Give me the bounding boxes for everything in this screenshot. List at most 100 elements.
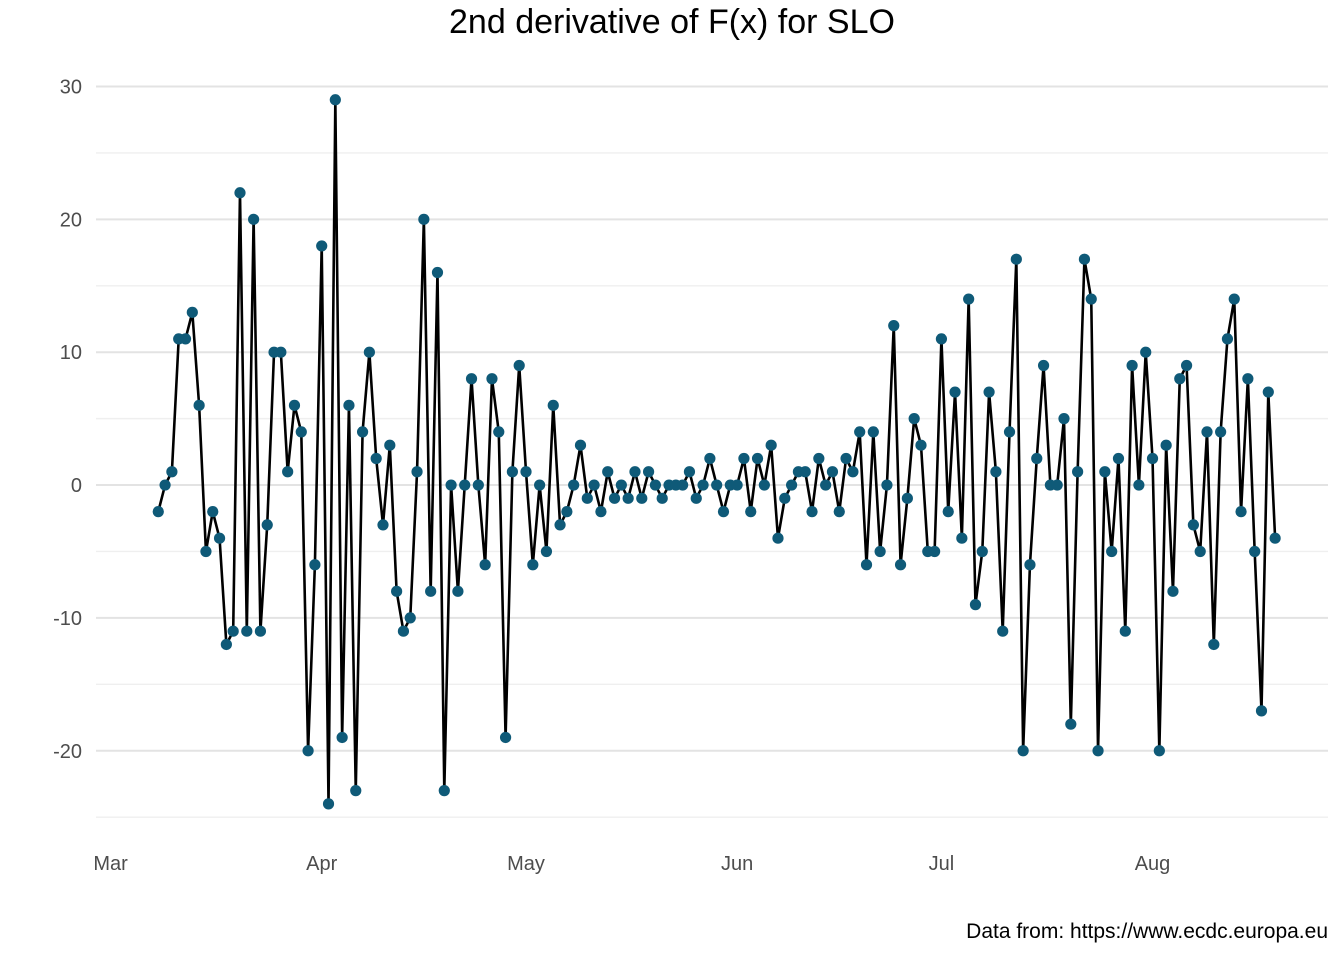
data-point [574, 439, 587, 451]
data-point [854, 426, 866, 438]
data-point [1031, 452, 1043, 465]
data-point [731, 479, 743, 491]
data-point [520, 466, 532, 478]
data-point [200, 545, 212, 558]
data-point [976, 545, 988, 558]
data-point [847, 466, 859, 478]
data-point [540, 545, 553, 558]
data-point [745, 506, 757, 518]
data-point [1058, 413, 1070, 425]
data-point [1255, 705, 1268, 717]
data-point [1065, 718, 1077, 730]
y-axis-labels: -20 -10 0 10 20 30 [53, 77, 82, 763]
data-point [758, 479, 770, 491]
data-point [656, 492, 668, 504]
data-point [888, 320, 900, 332]
data-point [561, 506, 573, 518]
data-point [649, 479, 662, 491]
data-point [220, 638, 232, 651]
data-point [234, 187, 246, 199]
data-point [431, 266, 444, 279]
data-point [350, 785, 362, 797]
data-point [915, 439, 927, 451]
data-point [595, 506, 607, 518]
data-point [969, 599, 982, 611]
data-point [629, 466, 641, 478]
data-point [949, 386, 961, 398]
data-point [248, 213, 260, 225]
data-point [1106, 545, 1118, 558]
data-point [929, 545, 941, 558]
data-point [568, 479, 580, 491]
x-tick-label: May [507, 853, 545, 875]
data-point [282, 466, 294, 478]
data-point [820, 479, 832, 491]
data-point [683, 466, 696, 478]
data-point [642, 466, 655, 478]
data-point [1085, 293, 1097, 305]
data-point [377, 519, 389, 531]
data-point [765, 439, 777, 451]
data-point [1146, 452, 1159, 465]
data-point [1235, 506, 1247, 518]
data-point [901, 492, 913, 504]
data-point [833, 506, 845, 518]
y-tick-label: 10 [60, 342, 82, 364]
data-point [493, 426, 505, 438]
data-point [356, 426, 369, 438]
data-point [213, 532, 226, 544]
data-point [329, 94, 341, 106]
x-tick-label: Apr [306, 853, 337, 875]
data-point [867, 426, 879, 438]
data-point [1037, 359, 1050, 372]
data-point [547, 399, 559, 411]
data-point [1010, 253, 1022, 265]
data-point [697, 479, 709, 491]
data-point [391, 585, 403, 597]
chart-caption: Data from: https://www.ecdc.europa.eu [966, 920, 1328, 943]
data-point [241, 625, 253, 637]
data-point [370, 452, 382, 465]
data-point [1221, 333, 1234, 345]
data-point [486, 373, 498, 385]
data-point [615, 479, 627, 491]
data-point [384, 439, 396, 451]
data-point [309, 559, 321, 571]
data-point [186, 306, 198, 318]
data-point [261, 519, 273, 531]
data-point [527, 559, 539, 571]
data-point [479, 559, 491, 571]
data-point [772, 532, 784, 544]
data-point [813, 452, 825, 465]
data-point [738, 452, 750, 465]
y-tick-label: 30 [60, 77, 82, 99]
data-point [1208, 638, 1220, 651]
data-point [1187, 519, 1199, 531]
data-point [1228, 293, 1240, 305]
data-point [1092, 745, 1104, 757]
y-tick-label: -10 [53, 608, 82, 630]
series-line [157, 98, 1277, 806]
data-point [1099, 466, 1111, 478]
data-point [534, 479, 546, 491]
data-point [445, 479, 457, 491]
data-point [316, 240, 328, 252]
data-point [1215, 426, 1227, 438]
data-point [1051, 479, 1063, 491]
data-point [166, 466, 178, 478]
data-point [881, 479, 893, 491]
grid-lines [96, 85, 1328, 818]
data-point [1112, 452, 1125, 465]
data-point [608, 492, 621, 504]
data-point [425, 585, 437, 597]
data-point [499, 731, 512, 744]
data-point [1003, 426, 1016, 438]
data-point [1262, 386, 1274, 398]
data-point [786, 479, 798, 491]
data-point [472, 479, 484, 491]
data-point [942, 506, 954, 518]
data-point [397, 625, 410, 637]
data-point [1174, 373, 1186, 385]
data-point [1242, 373, 1254, 385]
data-point [1160, 439, 1172, 451]
